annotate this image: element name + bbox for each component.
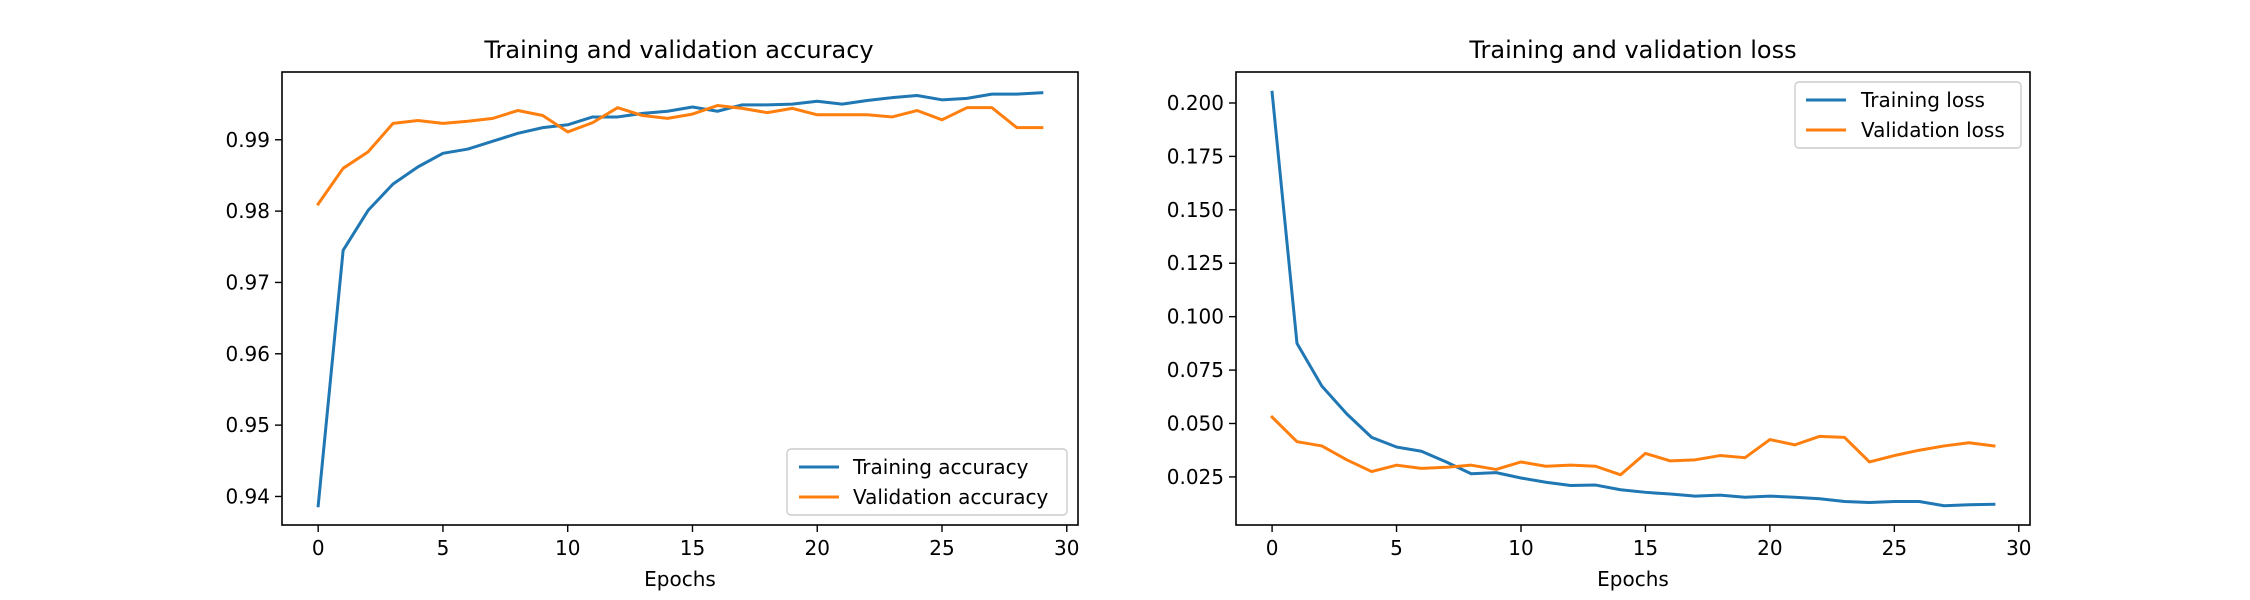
y-tick-label: 0.98: [225, 199, 270, 223]
accuracy-chart: Training and validation accuracy 0 5 10 15 2…: [225, 36, 1079, 591]
legend: Training accuracy Validation accuracy: [786, 448, 1068, 516]
series-line-validation: [316, 104, 1044, 207]
y-tick-label: 0.125: [1167, 251, 1224, 275]
x-tick-label: 10: [555, 536, 580, 560]
y-tick-label: 0.150: [1167, 198, 1224, 222]
legend-label-validation: Validation loss: [1861, 118, 2005, 142]
x-tick-label: 25: [929, 536, 954, 560]
x-tick-label: 0: [312, 536, 325, 560]
plot-area: 0 5 10 15 20 25 30 0.025 0.050 0.075 0.100 0.125 0.1…: [1167, 90, 2032, 560]
axes-frame: [281, 71, 1079, 526]
axes-frame: [1235, 71, 2031, 526]
y-tick-label: 0.99: [225, 128, 270, 152]
x-axis-label: Epochs: [644, 567, 716, 591]
y-tick-label: 0.94: [225, 484, 270, 508]
x-tick-label: 5: [1390, 536, 1403, 560]
y-tick-label: 0.025: [1167, 465, 1224, 489]
legend-label-training: Training accuracy: [852, 455, 1029, 479]
x-tick-label: 20: [1757, 536, 1782, 560]
x-tick-label: 15: [680, 536, 705, 560]
y-tick-label: 0.96: [225, 342, 270, 366]
y-tick-label: 0.100: [1167, 305, 1224, 329]
x-tick-label: 20: [805, 536, 830, 560]
x-tick-label: 25: [1882, 536, 1907, 560]
y-tick-label: 0.175: [1167, 144, 1224, 168]
series-line-validation: [1269, 414, 1996, 477]
legend-label-validation: Validation accuracy: [853, 485, 1049, 509]
x-tick-label: 30: [2006, 536, 2031, 560]
legend: Training loss Validation loss: [1794, 81, 2022, 149]
x-tick-label: 0: [1266, 536, 1279, 560]
loss-chart: Training and validation loss 0 5 10 15 20 25 3…: [1167, 36, 2032, 591]
y-tick-label: 0.050: [1167, 412, 1224, 436]
x-axis-label: Epochs: [1597, 567, 1669, 591]
plot-area: 0 5 10 15 20 25 30 0.94 0.95 0.96 0.97 0.98 0.99: [225, 91, 1079, 560]
chart-title: Training and validation accuracy: [483, 36, 873, 64]
series-line-training: [1270, 90, 1996, 508]
series-line-training: [316, 91, 1044, 508]
y-tick-label: 0.97: [225, 270, 270, 294]
x-tick-label: 30: [1054, 536, 1079, 560]
x-tick-label: 10: [1508, 536, 1533, 560]
chart-title: Training and validation loss: [1468, 36, 1796, 64]
y-tick-label: 0.95: [225, 413, 270, 437]
legend-box: [786, 448, 1068, 516]
y-tick-label: 0.200: [1167, 91, 1224, 115]
legend-box: [1794, 81, 2022, 149]
x-tick-label: 15: [1633, 536, 1658, 560]
legend-label-training: Training loss: [1860, 88, 1985, 112]
x-tick-label: 5: [437, 536, 450, 560]
y-tick-label: 0.075: [1167, 358, 1224, 382]
